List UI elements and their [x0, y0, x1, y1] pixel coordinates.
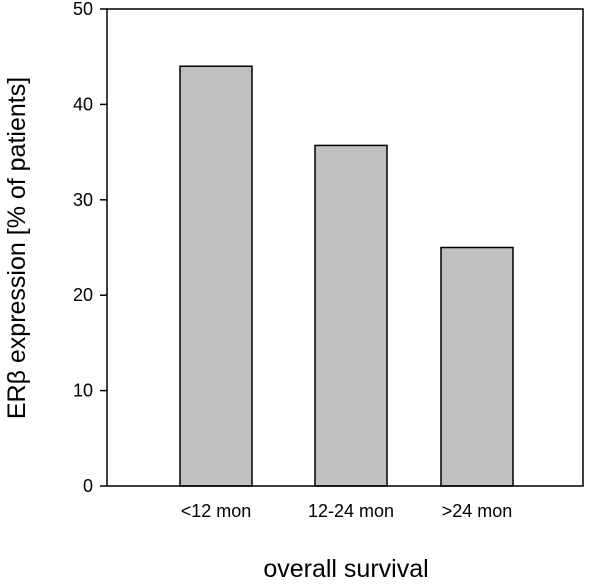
x-tick-label: >24 mon: [442, 501, 513, 521]
y-tick-label: 10: [73, 381, 93, 401]
y-tick-label: 50: [73, 0, 93, 19]
y-axis-ticks: 0 10 20 30 40 50: [73, 0, 107, 496]
x-tick-label: 12-24 mon: [308, 501, 394, 521]
y-tick-label: 0: [83, 476, 93, 496]
bar: [179, 65, 253, 487]
x-axis-ticks: <12 mon 12-24 mon >24 mon: [181, 501, 513, 521]
y-tick-label: 20: [73, 285, 93, 305]
x-tick-label: <12 mon: [181, 501, 252, 521]
y-tick-label: 30: [73, 190, 93, 210]
bar: [440, 246, 514, 487]
x-axis-title: overall survival: [263, 555, 428, 583]
bar: [314, 144, 388, 487]
y-tick-label: 40: [73, 94, 93, 114]
bars: [179, 65, 514, 487]
y-axis-title: ERβ expression [% of patients]: [3, 77, 31, 419]
plot-frame: [106, 8, 584, 487]
